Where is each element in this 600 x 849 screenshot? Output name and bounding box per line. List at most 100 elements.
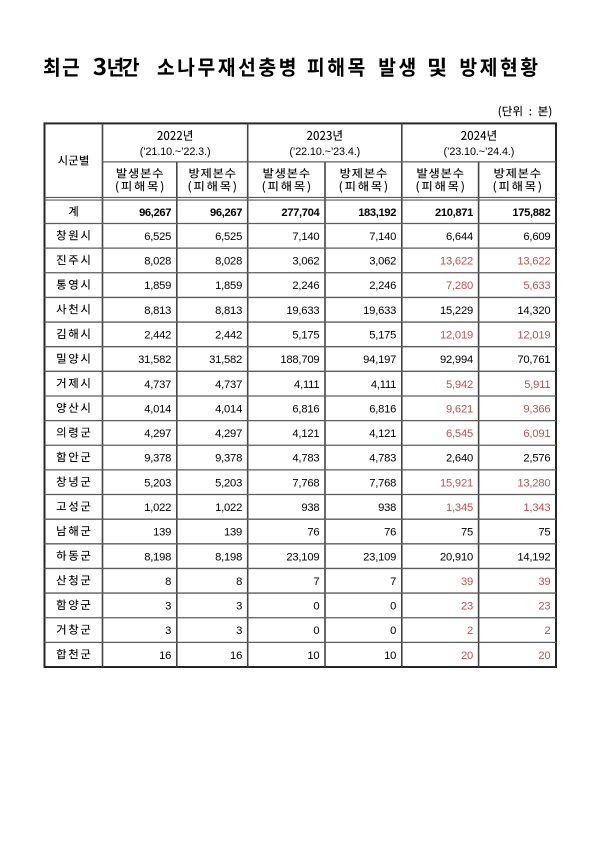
svg-text:2: 2	[467, 625, 473, 637]
svg-text:5,633: 5,633	[523, 280, 550, 292]
svg-text:(’23.10.~’24.4.): (’23.10.~’24.4.)	[444, 146, 515, 158]
svg-text:6,525: 6,525	[144, 231, 171, 243]
svg-text:4,014: 4,014	[144, 403, 171, 415]
svg-text:3: 3	[236, 625, 242, 637]
svg-text:20,910: 20,910	[440, 551, 473, 563]
svg-text:8,028: 8,028	[215, 256, 242, 268]
svg-text:139: 139	[153, 527, 171, 539]
svg-text:96,267: 96,267	[210, 207, 242, 219]
svg-text:4,737: 4,737	[215, 379, 242, 391]
svg-text:8: 8	[165, 576, 171, 588]
svg-text:9,378: 9,378	[215, 453, 242, 465]
svg-text:31,582: 31,582	[209, 354, 242, 366]
svg-text:5,175: 5,175	[369, 330, 396, 342]
svg-text:16: 16	[159, 650, 171, 662]
svg-text:12,019: 12,019	[517, 330, 550, 342]
svg-text:4,121: 4,121	[292, 428, 319, 440]
svg-text:19,633: 19,633	[286, 305, 319, 317]
svg-text:0: 0	[313, 601, 319, 613]
svg-text:2,640: 2,640	[446, 453, 473, 465]
svg-text:20: 20	[538, 650, 550, 662]
svg-text:16: 16	[230, 650, 242, 662]
svg-text:31,582: 31,582	[138, 354, 171, 366]
svg-text:210,871: 210,871	[435, 207, 473, 219]
svg-text:5,203: 5,203	[144, 477, 171, 489]
svg-text:183,192: 183,192	[358, 207, 396, 219]
svg-text:1,345: 1,345	[446, 502, 473, 514]
svg-text:188,709: 188,709	[280, 354, 319, 366]
svg-text:6,816: 6,816	[369, 403, 396, 415]
svg-text:6,525: 6,525	[215, 231, 242, 243]
svg-text:13,280: 13,280	[517, 477, 550, 489]
svg-text:0: 0	[390, 601, 396, 613]
svg-text:0: 0	[390, 625, 396, 637]
svg-text:1,022: 1,022	[144, 502, 171, 514]
svg-text:0: 0	[313, 625, 319, 637]
svg-text:2,442: 2,442	[144, 330, 171, 342]
svg-text:1,022: 1,022	[215, 502, 242, 514]
svg-text:4,737: 4,737	[144, 379, 171, 391]
svg-text:10: 10	[307, 650, 319, 662]
svg-text:8,813: 8,813	[215, 305, 242, 317]
svg-text:13,622: 13,622	[517, 256, 550, 268]
svg-text:76: 76	[384, 527, 396, 539]
svg-text:10: 10	[384, 650, 396, 662]
svg-text:8,028: 8,028	[144, 256, 171, 268]
svg-text:15,921: 15,921	[440, 477, 473, 489]
svg-text:175,882: 175,882	[512, 207, 550, 219]
svg-text:2,442: 2,442	[215, 330, 242, 342]
svg-text:4,297: 4,297	[144, 428, 171, 440]
svg-text:6,816: 6,816	[292, 403, 319, 415]
svg-text:6,091: 6,091	[523, 428, 550, 440]
svg-text:4,121: 4,121	[369, 428, 396, 440]
svg-text:6,609: 6,609	[523, 231, 550, 243]
svg-text:8,813: 8,813	[144, 305, 171, 317]
svg-text:938: 938	[301, 502, 319, 514]
svg-text:8: 8	[236, 576, 242, 588]
svg-text:938: 938	[378, 502, 396, 514]
svg-text:92,994: 92,994	[440, 354, 473, 366]
svg-text:3: 3	[165, 625, 171, 637]
svg-text:(’21.10.~’22.3.): (’21.10.~’22.3.)	[140, 146, 211, 158]
svg-text:3,062: 3,062	[292, 256, 319, 268]
svg-text:9,366: 9,366	[523, 403, 550, 415]
svg-text:13,622: 13,622	[440, 256, 473, 268]
svg-text:23,109: 23,109	[286, 551, 319, 563]
svg-text:7,140: 7,140	[369, 231, 396, 243]
svg-text:7: 7	[313, 576, 319, 588]
svg-text:2: 2	[544, 625, 550, 637]
svg-text:3: 3	[236, 601, 242, 613]
svg-text:5,203: 5,203	[215, 477, 242, 489]
svg-text:76: 76	[307, 527, 319, 539]
svg-text:7,280: 7,280	[446, 280, 473, 292]
svg-text:2,246: 2,246	[369, 280, 396, 292]
svg-text:139: 139	[224, 527, 242, 539]
svg-text:70,761: 70,761	[517, 354, 550, 366]
svg-text:3: 3	[165, 601, 171, 613]
svg-text:23,109: 23,109	[363, 551, 396, 563]
svg-text:4,111: 4,111	[371, 379, 396, 391]
svg-text:15,229: 15,229	[440, 305, 473, 317]
svg-text:4,297: 4,297	[215, 428, 242, 440]
svg-text:23: 23	[461, 601, 473, 613]
svg-text:20: 20	[461, 650, 473, 662]
svg-text:5,942: 5,942	[446, 379, 473, 391]
svg-text:5,911: 5,911	[524, 379, 550, 391]
svg-text:75: 75	[538, 527, 550, 539]
svg-text:19,633: 19,633	[363, 305, 396, 317]
svg-text:1,859: 1,859	[215, 280, 242, 292]
svg-text:4,111: 4,111	[294, 379, 319, 391]
svg-text:12,019: 12,019	[440, 330, 473, 342]
svg-text:8,198: 8,198	[144, 551, 171, 563]
svg-text:7,768: 7,768	[369, 477, 396, 489]
svg-text:9,378: 9,378	[144, 453, 171, 465]
svg-text:3,062: 3,062	[369, 256, 396, 268]
svg-text:277,704: 277,704	[281, 207, 320, 219]
svg-text:4,014: 4,014	[215, 403, 242, 415]
svg-text:14,320: 14,320	[517, 305, 550, 317]
svg-text:2,576: 2,576	[523, 453, 550, 465]
svg-text:2,246: 2,246	[292, 280, 319, 292]
svg-text:1,343: 1,343	[523, 502, 550, 514]
svg-text:39: 39	[461, 576, 473, 588]
svg-text:96,267: 96,267	[139, 207, 171, 219]
